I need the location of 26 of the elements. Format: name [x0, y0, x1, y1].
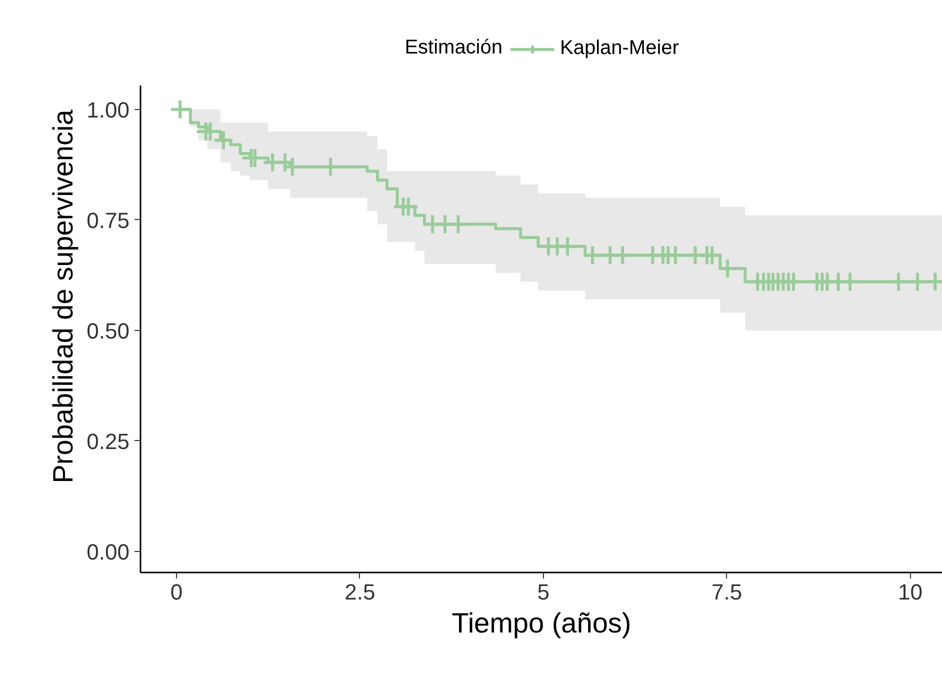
y-tick-label: 0.75	[86, 208, 130, 233]
legend-title: Estimación	[404, 36, 502, 58]
x-tick-label: 2.5	[344, 580, 376, 604]
point	[212, 130, 234, 151]
point	[888, 271, 909, 292]
y-axis-title: Probabilidad de supervivencia	[48, 109, 79, 484]
point	[282, 156, 303, 178]
point	[907, 271, 928, 292]
legend-label: Kaplan-Meier	[560, 37, 679, 60]
x-tick-label: 7.5	[711, 580, 742, 604]
point	[557, 236, 578, 257]
x-axis-title: Tiempo (años)	[452, 608, 632, 638]
point	[582, 244, 603, 266]
point	[398, 196, 419, 218]
y-tick-label: 0.50	[86, 318, 130, 344]
point	[840, 271, 861, 292]
x-tick-label: 0	[170, 580, 183, 604]
y-tick-label: 1.00	[86, 97, 130, 122]
point	[448, 214, 469, 235]
y-tick-label: 0.25	[86, 428, 130, 454]
point	[320, 156, 342, 178]
point	[170, 98, 191, 120]
y-tick-label: 0.00	[86, 539, 130, 564]
x-tick-label: 5	[537, 580, 550, 604]
x-tick-label: 10	[898, 580, 922, 604]
point	[612, 244, 634, 266]
